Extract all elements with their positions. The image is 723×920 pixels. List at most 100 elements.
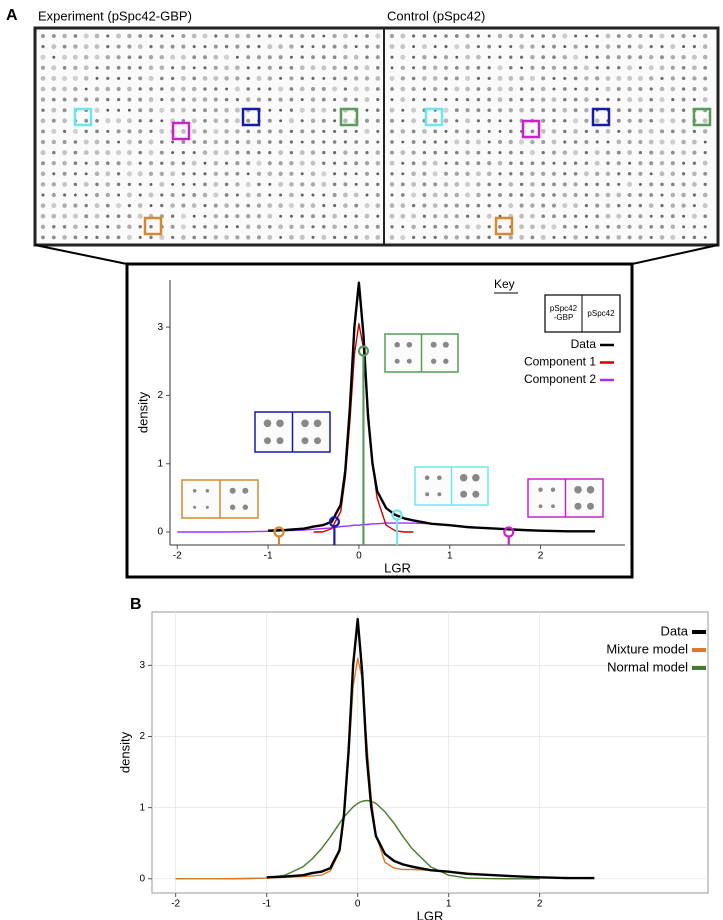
colony [595, 97, 599, 102]
colony [84, 235, 88, 239]
colony [116, 161, 121, 166]
colony [530, 161, 535, 166]
colony [105, 171, 111, 177]
colony [364, 171, 370, 176]
colony [432, 171, 438, 177]
colony [116, 33, 122, 39]
colony [192, 235, 196, 240]
inset-spot [313, 419, 322, 428]
colony [321, 55, 326, 60]
colony [116, 129, 121, 134]
colony [692, 204, 696, 208]
colony [432, 65, 438, 71]
colony [487, 86, 492, 92]
colony [137, 44, 143, 50]
colony [213, 108, 218, 113]
colony [225, 225, 229, 229]
x-axis-label: LGR [384, 560, 411, 575]
colony [682, 214, 686, 218]
colony [180, 224, 186, 230]
colony [702, 54, 708, 60]
colony [389, 235, 395, 240]
colony [180, 213, 186, 219]
colony [627, 108, 632, 113]
colony [562, 192, 568, 198]
colony [235, 97, 240, 102]
colony [246, 87, 250, 91]
colony [411, 192, 417, 198]
colony [638, 86, 643, 92]
colony [149, 129, 153, 134]
colony [637, 97, 643, 103]
colony [138, 161, 142, 165]
colony [583, 171, 589, 177]
colony [584, 44, 589, 49]
colony [670, 171, 676, 177]
inset-spot [430, 341, 437, 348]
colony [584, 214, 588, 218]
colony [322, 129, 326, 133]
colony [106, 76, 110, 81]
colony [627, 86, 632, 92]
colony [94, 213, 100, 219]
colony [213, 54, 219, 60]
colony [343, 129, 348, 134]
inset-spot [460, 490, 468, 498]
colony [62, 54, 68, 60]
colony [322, 150, 326, 155]
colony [94, 139, 100, 145]
colony [638, 55, 643, 60]
colony [487, 129, 491, 133]
colony [170, 44, 175, 49]
inset-spot [551, 504, 555, 509]
colony [191, 97, 197, 102]
colony [670, 224, 676, 230]
colony [106, 34, 110, 38]
colony [551, 33, 557, 39]
series-line [268, 281, 595, 533]
colony [203, 225, 207, 229]
colony [321, 65, 327, 71]
colony [595, 44, 600, 49]
colony [465, 108, 470, 113]
colony [310, 171, 316, 177]
colony [519, 213, 524, 219]
colony [159, 171, 164, 176]
colony [138, 34, 143, 38]
colony [203, 45, 207, 49]
colony [595, 214, 600, 219]
colony [170, 86, 175, 92]
inset-spot [538, 487, 543, 492]
colony [95, 182, 99, 187]
colony [321, 171, 327, 177]
colony [659, 160, 665, 166]
colony [40, 76, 46, 81]
colony [681, 118, 686, 123]
plate-label: Control (pSpc42) [387, 8, 485, 23]
colony [465, 171, 470, 176]
colony [465, 181, 471, 187]
colony [213, 150, 219, 156]
colony [267, 224, 272, 229]
colony [267, 213, 273, 219]
plate-highlight [494, 216, 514, 236]
colony [72, 75, 78, 81]
colony [681, 76, 686, 81]
colony [541, 34, 545, 38]
colony [213, 139, 219, 145]
colony [584, 129, 589, 134]
colony [364, 234, 370, 240]
colony [235, 214, 240, 219]
colony [465, 118, 471, 124]
colony [202, 97, 208, 102]
colony [321, 234, 327, 240]
colony [94, 171, 100, 177]
colony [422, 98, 426, 102]
colony [627, 65, 633, 71]
colony [465, 224, 471, 230]
colony [432, 160, 438, 166]
colony [310, 118, 316, 124]
legend-label: Mixture model [606, 641, 688, 656]
colony [137, 203, 143, 208]
colony [681, 172, 686, 176]
